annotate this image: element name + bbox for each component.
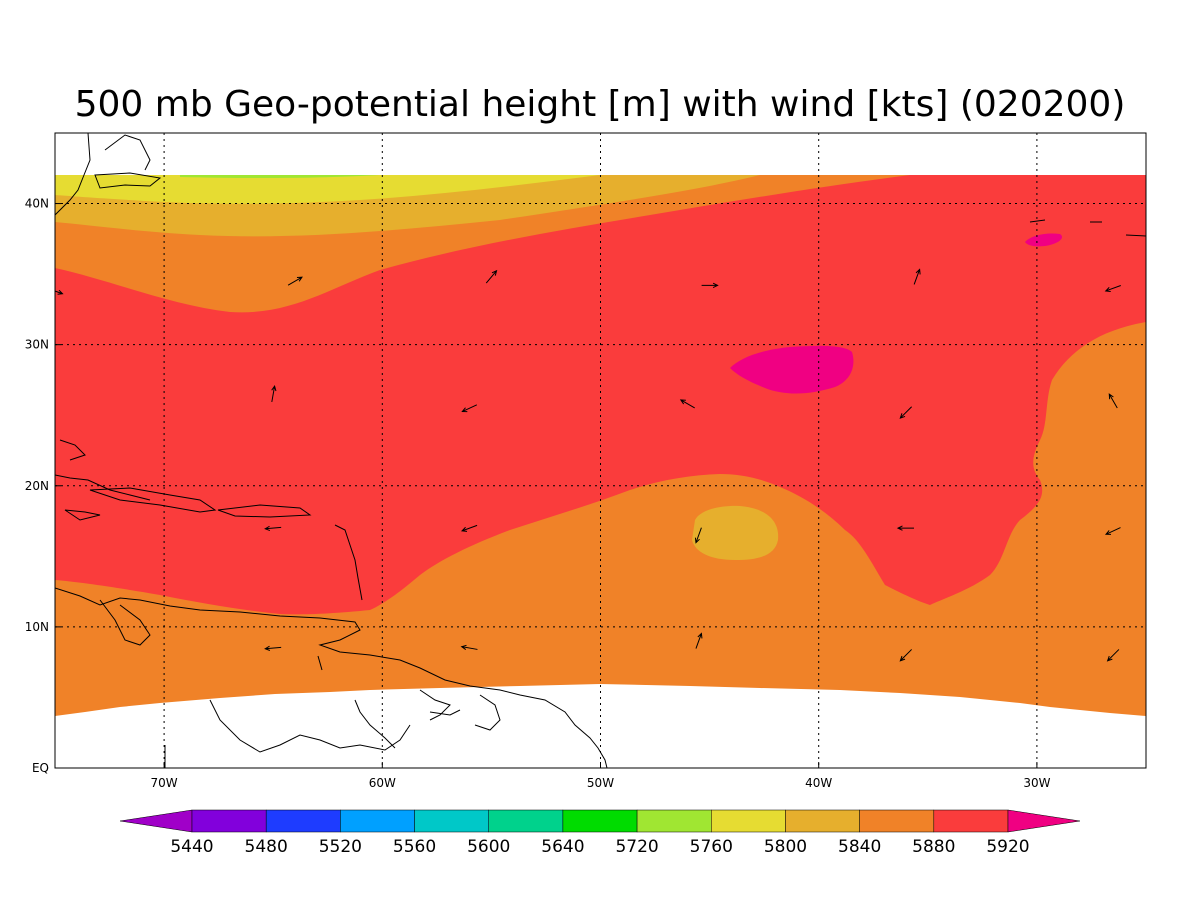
wind-arrow bbox=[460, 524, 478, 532]
wind-arrow bbox=[1108, 393, 1118, 409]
x-tick-label: 60W bbox=[369, 776, 396, 790]
wind-arrow bbox=[701, 282, 719, 289]
colorbar-swatch bbox=[191, 809, 267, 833]
x-tick-label: 70W bbox=[151, 776, 178, 790]
wind-arrow bbox=[485, 269, 498, 284]
contour-fill-5840-south bbox=[692, 505, 779, 560]
graticule bbox=[55, 133, 1146, 768]
x-tick-label: 40W bbox=[805, 776, 832, 790]
colorbar-label: 5560 bbox=[393, 837, 436, 857]
y-tick-label: 10N bbox=[25, 620, 49, 634]
wind-arrow bbox=[1104, 527, 1121, 535]
colorbar: 5440 5480 5520 5560 5600 5640 5720 5760 5800 5840… bbox=[119, 809, 1081, 857]
colorbar-label: 5520 bbox=[319, 837, 362, 857]
coastlines bbox=[55, 133, 1146, 768]
wind-arrow bbox=[271, 385, 277, 403]
x-tick-label: 50W bbox=[587, 776, 614, 790]
wind-arrow bbox=[899, 406, 912, 419]
colorbar-swatch bbox=[265, 809, 341, 833]
colorbar-label: 5440 bbox=[170, 837, 213, 857]
wind-arrow bbox=[460, 644, 478, 650]
contour-fill-5800 bbox=[55, 175, 600, 204]
colorbar-label: 5600 bbox=[467, 837, 510, 857]
colorbar-label: 5920 bbox=[986, 837, 1029, 857]
x-axis-ticks: 70W 60W 50W 40W 30W bbox=[151, 762, 1051, 790]
wind-arrow bbox=[264, 645, 282, 651]
colorbar-swatch bbox=[636, 809, 712, 833]
y-tick-label: EQ bbox=[32, 761, 49, 775]
wind-arrow bbox=[695, 632, 703, 649]
colorbar-swatch bbox=[785, 809, 860, 833]
contour-fill-5920 bbox=[55, 175, 1146, 615]
chart-title: 500 mb Geo-potential height [m] with win… bbox=[75, 84, 1126, 125]
wind-arrow bbox=[264, 525, 282, 532]
wind-arrow bbox=[679, 399, 695, 409]
colorbar-label: 5720 bbox=[615, 837, 658, 857]
colorbar-swatch bbox=[933, 809, 1009, 833]
colorbar-swatch bbox=[340, 809, 415, 833]
wind-arrow bbox=[287, 276, 303, 286]
wind-vectors bbox=[55, 268, 1121, 662]
colorbar-swatch bbox=[119, 809, 193, 833]
y-tick-label: 30N bbox=[25, 338, 49, 352]
colorbar-swatch bbox=[562, 809, 638, 833]
colorbar-label: 5640 bbox=[541, 837, 584, 857]
contour-fill-5760 bbox=[180, 175, 380, 179]
x-tick-label: 30W bbox=[1023, 776, 1050, 790]
wind-arrow bbox=[694, 527, 702, 544]
wind-arrow bbox=[896, 525, 914, 531]
wind-arrow bbox=[1104, 285, 1121, 292]
colorbar-label: 5480 bbox=[245, 837, 288, 857]
colorbar-label: 5880 bbox=[912, 837, 955, 857]
colorbar-swatch bbox=[859, 809, 935, 833]
contour-fill-5960-a bbox=[730, 345, 854, 394]
colorbar-swatch bbox=[711, 809, 786, 833]
y-tick-label: 20N bbox=[25, 479, 49, 493]
contour-fill-5960-b bbox=[1025, 233, 1063, 247]
height-field bbox=[55, 133, 1146, 768]
wind-arrow bbox=[461, 404, 478, 413]
colorbar-swatch bbox=[414, 809, 489, 833]
colorbar-swatch bbox=[488, 809, 564, 833]
wind-arrow bbox=[1106, 649, 1120, 662]
wind-arrow bbox=[899, 649, 912, 662]
wind-arrow bbox=[55, 289, 64, 295]
colorbar-swatch bbox=[1007, 809, 1081, 833]
colorbar-label: 5760 bbox=[690, 837, 733, 857]
y-tick-label: 40N bbox=[25, 197, 49, 211]
y-axis-ticks: 40N 30N 20N 10N EQ bbox=[25, 197, 61, 775]
colorbar-label: 5840 bbox=[838, 837, 881, 857]
wind-arrow bbox=[913, 268, 921, 285]
colorbar-label: 5800 bbox=[764, 837, 807, 857]
